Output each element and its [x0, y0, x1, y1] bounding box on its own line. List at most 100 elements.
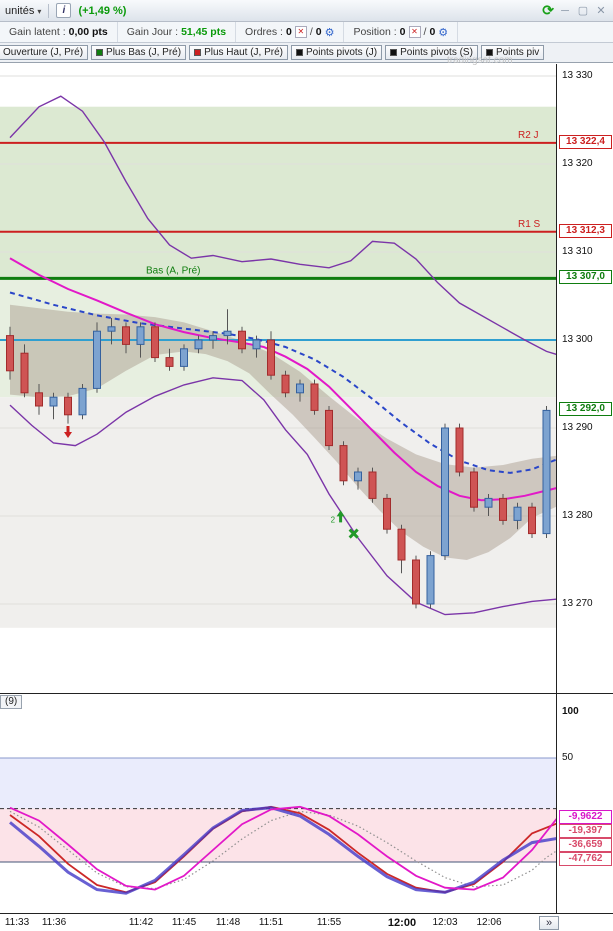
legend-item[interactable]: Points pivots (S)	[385, 45, 478, 60]
candle	[151, 326, 159, 359]
close-position-icon[interactable]: ✕	[408, 26, 421, 38]
gain-jour-group: Gain Jour : 51,45 pts	[118, 22, 237, 42]
candle	[136, 326, 145, 345]
time-label: 12:00	[387, 917, 417, 929]
indicator-value-tag: -47,762	[559, 852, 612, 866]
close-trade-x-marker	[348, 528, 359, 539]
candle	[397, 528, 406, 561]
gain-latent-group: Gain latent : 0,00 pts	[0, 22, 118, 42]
trade-markers-layer: 2	[64, 426, 359, 539]
indicator-value-tag: -19,397	[559, 824, 612, 838]
marker-label: 2	[331, 515, 336, 524]
price-tag: 13 312,3	[559, 224, 612, 238]
candle	[165, 357, 174, 367]
level-label: R1 S	[518, 219, 541, 230]
candle	[107, 326, 116, 332]
price-tick-label: 13 270	[562, 598, 593, 609]
legend-color-swatch	[96, 49, 104, 56]
orders-label: Ordres :	[245, 26, 283, 38]
indicator-tick-label: 100	[562, 706, 579, 717]
price-tick-label: 13 330	[562, 70, 593, 81]
candles-layer	[6, 309, 551, 609]
level-label: R2 J	[518, 130, 539, 141]
sell-arrow-marker	[64, 426, 72, 439]
price-tick-label: 13 310	[562, 246, 593, 257]
candle	[209, 335, 217, 341]
candle	[426, 555, 435, 605]
candle	[499, 497, 507, 521]
legend-color-swatch	[390, 49, 398, 56]
candle	[339, 445, 348, 482]
stoch-smooth-line	[9, 806, 556, 895]
scroll-forward-button[interactable]: »	[539, 916, 559, 930]
price-tick-label: 13 290	[562, 422, 593, 433]
stoch-reference-dotted	[9, 810, 556, 890]
refresh-icon[interactable]: ⟳	[542, 2, 554, 18]
legend-color-swatch	[194, 49, 202, 56]
position-settings-gear-icon[interactable]: ⚙	[438, 26, 449, 39]
indicator-zone	[0, 758, 556, 809]
legend-item[interactable]: Points piv	[480, 45, 545, 60]
orders-separator: /	[309, 26, 313, 38]
price-tag: 13 307,0	[559, 270, 612, 284]
gain-latent-value: 0,00 pts	[68, 26, 108, 38]
maximize-button[interactable]: ▢	[577, 5, 589, 17]
candle	[528, 506, 536, 535]
cancel-orders-icon[interactable]: ✕	[294, 26, 307, 38]
orders-count-2: 0	[315, 26, 322, 38]
legend-item[interactable]: Plus Haut (J, Pré)	[189, 45, 288, 60]
legend-color-swatch	[295, 49, 303, 56]
legend-item[interactable]: Plus Bas (J, Pré)	[91, 45, 187, 60]
candle	[383, 497, 391, 530]
orders-settings-gear-icon[interactable]: ⚙	[324, 26, 335, 39]
slow-moving-average	[9, 291, 556, 474]
indicator-tab[interactable]: (9)	[0, 695, 23, 709]
info-button[interactable]: i	[56, 3, 72, 18]
gain-jour-value: 51,45 pts	[181, 26, 227, 38]
candle	[93, 330, 101, 389]
legend-item[interactable]: Ouverture (J, Pré)	[0, 45, 89, 60]
candle	[267, 339, 275, 376]
title-bar-left: unités ▾ i (+1,49 %)	[5, 3, 126, 18]
candle	[78, 387, 87, 416]
indicator-value-tag: -36,659	[559, 838, 612, 852]
indicator-zone	[0, 808, 556, 862]
orders-group: Ordres : 0 ✕ / 0 ⚙	[236, 22, 345, 42]
minimize-button[interactable]: ─	[561, 4, 569, 17]
bollinger-lower-band	[9, 377, 556, 616]
candle	[470, 471, 478, 508]
candle	[180, 348, 188, 367]
change-percent: (+1,49 %)	[78, 4, 127, 17]
gain-latent-label: Gain latent :	[9, 26, 66, 38]
main-chart[interactable]: R2 J R1 S Bas (A, Pré) 2	[0, 64, 556, 693]
time-axis[interactable]: 11:33 11:36 11:42 11:45 11:48 11:51 11:55 12:00…	[0, 913, 613, 931]
candle	[35, 392, 43, 407]
price-tick-label: 13 320	[562, 158, 593, 169]
candle	[368, 471, 377, 499]
candle	[281, 374, 290, 394]
price-axis[interactable]: 13 330 13 320 13 310 13 300 13 290 13 280 13 2…	[556, 64, 613, 913]
candle	[441, 427, 449, 557]
candle	[513, 506, 522, 521]
level-label: Bas (A, Pré)	[146, 265, 200, 276]
orders-count: 0	[285, 26, 292, 38]
time-label: 11:36	[41, 917, 67, 928]
candle	[542, 409, 551, 535]
candle	[194, 339, 203, 350]
bollinger-upper-band	[9, 95, 556, 356]
legend-bar: Ouverture (J, Pré) Plus Bas (J, Pré) Plus …	[0, 43, 613, 63]
close-button[interactable]: ✕	[596, 5, 606, 17]
panel-separator[interactable]	[0, 693, 613, 694]
time-label: 11:48	[215, 917, 241, 928]
time-label: 11:45	[171, 917, 197, 928]
chevron-down-icon: ▾	[37, 6, 42, 16]
position-label: Position :	[353, 26, 397, 38]
legend-color-swatch	[485, 49, 493, 56]
legend-items: Ouverture (J, Pré) Plus Bas (J, Pré) Plus …	[0, 45, 545, 60]
indicator-panel[interactable]	[0, 694, 556, 913]
legend-item[interactable]: Points pivots (J)	[290, 45, 383, 60]
units-dropdown[interactable]: unités ▾	[5, 5, 41, 17]
watermark: tradingsat.com	[447, 55, 513, 66]
title-bar: unités ▾ i (+1,49 %) ⟳ ─ ▢ ✕	[0, 0, 613, 22]
position-count-2: 0	[429, 26, 436, 38]
